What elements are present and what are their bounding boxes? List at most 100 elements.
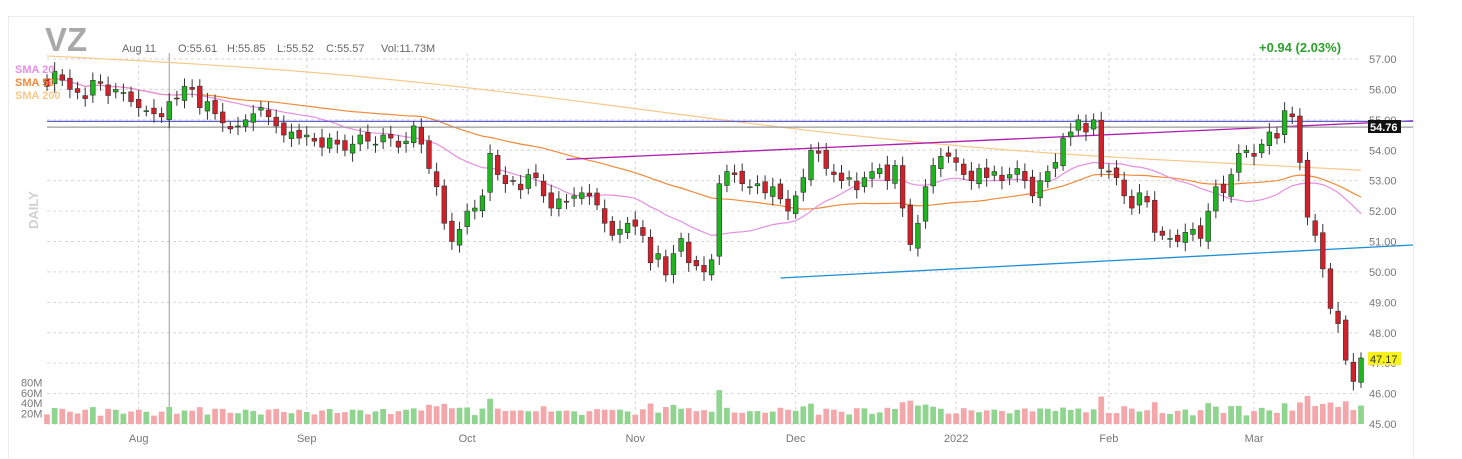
candle-body xyxy=(349,143,356,154)
candle xyxy=(1144,190,1150,208)
header-high: H:55.85 xyxy=(227,43,266,55)
candle xyxy=(242,114,249,132)
candle xyxy=(1052,153,1059,178)
candle xyxy=(1197,217,1204,247)
volume-bar xyxy=(1136,411,1143,424)
candle xyxy=(212,94,218,120)
volume-bar xyxy=(1350,409,1357,424)
candle xyxy=(609,216,615,241)
volume-bar xyxy=(1274,412,1280,424)
x-tick-label: Oct xyxy=(459,433,476,445)
volume-bar xyxy=(426,404,432,424)
volume-bar xyxy=(617,409,623,424)
volume-bar xyxy=(754,411,761,424)
candle xyxy=(1129,189,1135,215)
candle xyxy=(1068,122,1074,147)
candle-body xyxy=(258,107,264,111)
volume-bar xyxy=(120,413,127,424)
candle-body xyxy=(456,229,463,246)
candle xyxy=(472,199,478,220)
candle-body xyxy=(59,74,65,81)
candle xyxy=(1266,123,1272,155)
candle-body xyxy=(624,222,631,233)
candle-body xyxy=(907,204,913,245)
volume-bar xyxy=(1174,410,1181,424)
candle xyxy=(1251,144,1257,166)
candle xyxy=(357,127,363,152)
volume-bar xyxy=(1220,412,1227,424)
volume-bar xyxy=(892,408,898,424)
candle xyxy=(449,212,455,250)
candle xyxy=(1350,353,1357,391)
candle-body xyxy=(586,192,593,197)
volume-bar xyxy=(1021,408,1028,424)
volume-bar xyxy=(1190,415,1196,424)
volume-bar xyxy=(1098,396,1105,424)
candle xyxy=(1327,262,1334,315)
candle-body xyxy=(731,172,738,175)
price-axis: 45.0046.0047.0048.0049.0050.0051.0052.00… xyxy=(1369,54,1397,431)
candle-body xyxy=(90,79,96,96)
candle xyxy=(1335,302,1341,333)
candle xyxy=(197,79,203,115)
volume-bar xyxy=(135,409,142,424)
candle-body xyxy=(1090,119,1097,130)
candle xyxy=(716,174,722,266)
candle xyxy=(907,198,913,252)
candle-body xyxy=(922,186,929,222)
candle-body xyxy=(655,253,661,260)
candle xyxy=(90,72,96,103)
candle-body xyxy=(174,97,180,100)
candle xyxy=(983,158,990,187)
candle-body xyxy=(120,92,127,94)
candle xyxy=(1274,127,1280,145)
candle-body xyxy=(1266,131,1272,147)
volume-bar xyxy=(67,411,73,424)
candle-body xyxy=(899,165,906,209)
candle-body xyxy=(1358,357,1364,383)
candle-body xyxy=(189,87,195,90)
volume-bar xyxy=(242,409,249,424)
candle xyxy=(1060,133,1066,171)
candle xyxy=(747,179,753,195)
candle xyxy=(579,186,585,205)
volume-bar xyxy=(1006,413,1013,424)
candle xyxy=(380,127,386,150)
candle xyxy=(441,179,447,230)
candle xyxy=(884,155,891,190)
candle xyxy=(754,175,761,195)
candle xyxy=(678,232,684,257)
candle xyxy=(1243,145,1250,158)
volume-bar xyxy=(158,411,165,424)
candle xyxy=(1297,108,1303,171)
candle xyxy=(708,254,715,281)
volume-bar xyxy=(235,413,241,424)
candle-body xyxy=(1297,115,1303,163)
candle-body xyxy=(854,180,860,191)
volume-bar xyxy=(456,407,463,424)
candle xyxy=(1281,102,1288,144)
sma200-line xyxy=(46,55,1362,171)
volume-bar xyxy=(219,408,226,424)
candle-body xyxy=(823,149,829,169)
volume-bar xyxy=(212,408,218,424)
candle-body xyxy=(968,170,975,181)
candle-body xyxy=(1060,137,1066,167)
candle xyxy=(495,149,501,181)
candle-body xyxy=(739,170,745,185)
candle xyxy=(945,146,952,163)
candle-body xyxy=(311,138,318,142)
candle-body xyxy=(44,78,50,87)
candle-body xyxy=(1243,149,1250,153)
volume-bar xyxy=(1106,413,1112,424)
candle-body xyxy=(930,165,936,187)
stock-chart[interactable]: 45.0046.0047.0048.0049.0050.0051.0052.00… xyxy=(9,17,1413,459)
candle xyxy=(151,99,157,123)
candle-body xyxy=(617,229,623,235)
candle-body xyxy=(181,86,188,101)
candle-body xyxy=(1075,119,1082,131)
candle xyxy=(464,203,470,235)
candle xyxy=(97,74,104,91)
candle xyxy=(1304,152,1311,226)
candle xyxy=(44,74,50,91)
